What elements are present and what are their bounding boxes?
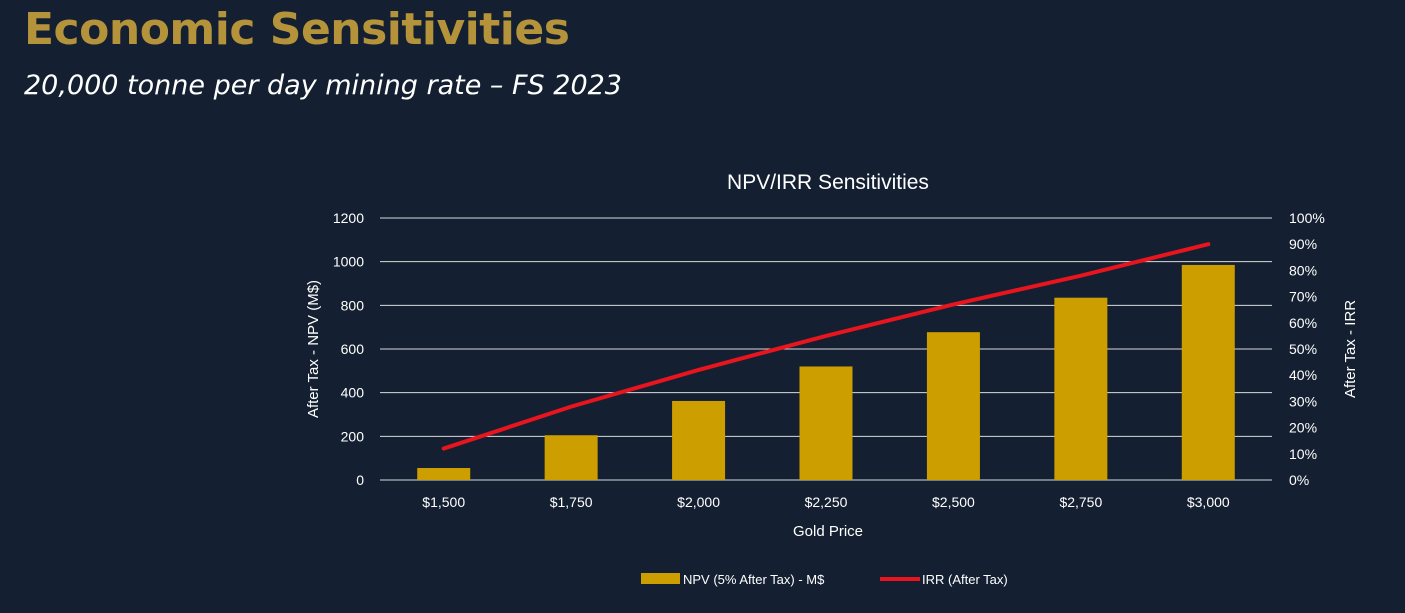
chart-title: NPV/IRR Sensitivities — [727, 171, 929, 194]
y2-tick-label: 10% — [1289, 446, 1317, 462]
y-tick-label: 1200 — [333, 210, 364, 226]
y2-tick-label: 20% — [1289, 420, 1317, 436]
y2-tick-label: 30% — [1289, 393, 1317, 409]
irr-line — [441, 242, 1211, 451]
legend: NPV (5% After Tax) - M$ IRR (After Tax) — [641, 572, 1008, 587]
npv-bar — [544, 435, 598, 480]
y2-tick-label: 90% — [1289, 236, 1317, 252]
y2-tick-label: 40% — [1289, 367, 1317, 383]
legend-irr-label: IRR (After Tax) — [922, 572, 1008, 587]
y2-tick-label: 80% — [1289, 262, 1317, 278]
y-tick-label: 200 — [341, 428, 365, 444]
irr-line-group — [441, 242, 1211, 451]
x-axis-label: Gold Price — [793, 523, 863, 540]
x-tick-label: $3,000 — [1187, 494, 1230, 510]
legend-npv-swatch — [641, 573, 680, 584]
npv-bars — [417, 264, 1235, 480]
y2-tick-label: 70% — [1289, 289, 1317, 305]
npv-bar — [799, 366, 853, 480]
y2-axis-label: After Tax - IRR — [1342, 300, 1359, 398]
npv-bar — [1054, 297, 1108, 480]
npv-bar — [417, 467, 471, 480]
y-axis-ticks: 0 200 400 600 800 1000 1200 — [333, 210, 364, 488]
y2-tick-label: 100% — [1289, 210, 1325, 226]
y-tick-label: 400 — [341, 385, 365, 401]
y2-tick-label: 0% — [1289, 472, 1309, 488]
npv-bar — [926, 332, 980, 480]
x-tick-label: $2,500 — [932, 494, 975, 510]
x-tick-label: $2,000 — [677, 494, 720, 510]
page-subtitle: 20,000 tonne per day mining rate – FS 20… — [24, 70, 622, 101]
y-tick-label: 1000 — [333, 254, 364, 270]
y-axis-label: After Tax - NPV (M$) — [305, 280, 322, 418]
y2-axis-ticks: 0% 10% 20% 30% 40% 50% 60% 70% 80% 90% 100% — [1289, 210, 1325, 488]
y-tick-label: 0 — [356, 472, 364, 488]
x-axis-ticks: $1,500 $1,750 $2,000 $2,250 $2,500 $2,750 $3,0… — [422, 494, 1230, 510]
x-tick-label: $1,500 — [422, 494, 465, 510]
x-tick-label: $1,750 — [550, 494, 593, 510]
page-title: Economic Sensitivities — [24, 4, 570, 55]
npv-bar — [672, 400, 726, 480]
npv-bar — [1181, 264, 1235, 480]
x-tick-label: $2,750 — [1059, 494, 1102, 510]
y2-tick-label: 60% — [1289, 315, 1317, 331]
y-tick-label: 600 — [341, 341, 365, 357]
y2-tick-label: 50% — [1289, 341, 1317, 357]
x-tick-label: $2,250 — [805, 494, 848, 510]
y-tick-label: 800 — [341, 297, 365, 313]
legend-npv-label: NPV (5% After Tax) - M$ — [683, 572, 825, 587]
